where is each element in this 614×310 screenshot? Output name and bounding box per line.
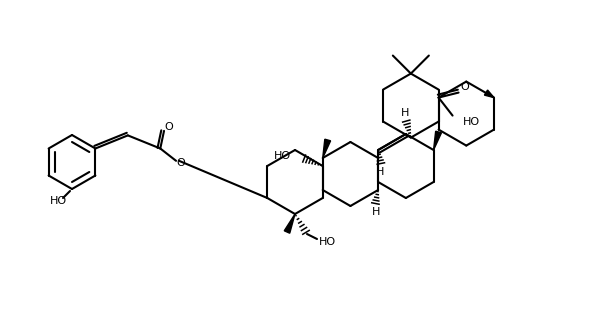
Text: O: O [177,158,185,168]
Text: O: O [460,82,469,91]
Polygon shape [323,139,330,158]
Polygon shape [433,131,441,150]
Text: HO: HO [50,196,66,206]
Text: H: H [401,108,409,117]
Text: H: H [376,167,384,177]
Polygon shape [484,90,494,98]
Text: HO: HO [274,151,290,161]
Text: O: O [165,122,173,132]
Polygon shape [284,214,295,233]
Text: H: H [372,207,380,217]
Text: HO: HO [462,117,480,126]
Text: HO: HO [319,237,336,247]
